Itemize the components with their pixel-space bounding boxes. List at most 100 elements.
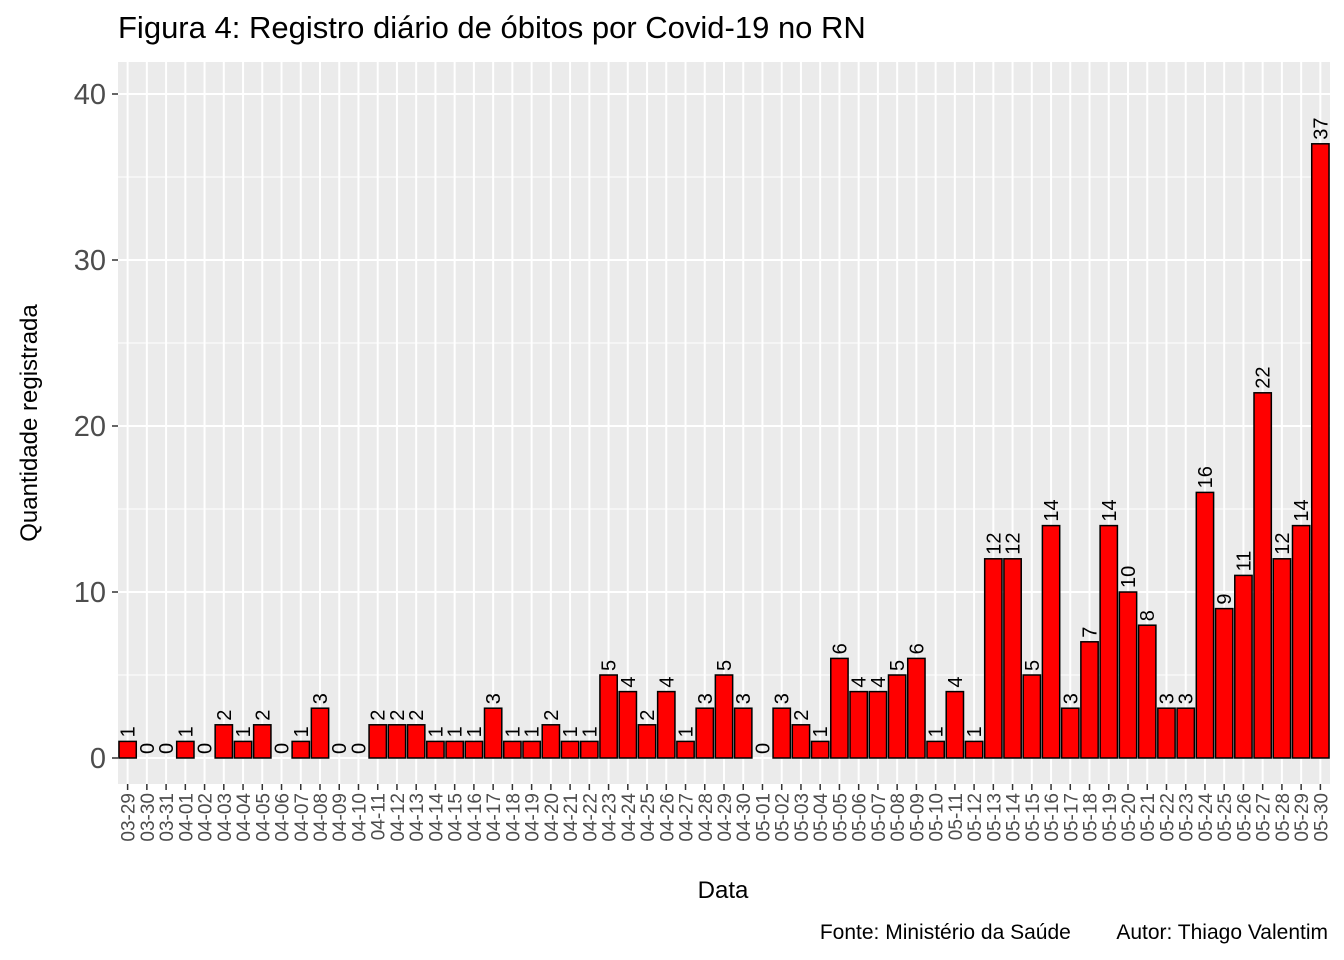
bar-value-label: 3 [483,693,505,704]
bar [118,740,138,759]
bar-value-label: 3 [1060,693,1082,704]
chart-title: Figura 4: Registro diário de óbitos por … [118,10,866,45]
bar [214,724,234,759]
bar-value-label: 0 [156,743,178,754]
x-tick-label: 04-17 [484,793,505,842]
bar [175,740,195,759]
bar-value-label: 5 [887,660,909,671]
x-tick-label: 04-01 [176,793,197,842]
bar [618,690,638,759]
bar-value-label: 14 [1099,499,1121,521]
x-tick-label: 05-20 [1119,793,1140,842]
bar [233,740,253,759]
x-tick-label: 04-15 [446,793,467,842]
bar [579,740,599,759]
bar [830,657,849,759]
bar-value-label: 0 [329,743,351,754]
bar [522,740,542,759]
bar-value-label: 5 [1022,660,1044,671]
bar [1022,674,1042,759]
x-tick-label: 05-10 [927,793,948,842]
bar-value-label: 0 [195,743,217,754]
bar [310,707,330,759]
x-tick-label: 04-07 [292,793,313,842]
bars [118,143,1330,759]
bar-value-label: 1 [233,726,255,737]
bar-value-label: 3 [310,693,332,704]
x-tick-label: 04-08 [311,793,332,842]
x-tick-label: 05-05 [830,793,851,842]
x-tick-label: 05-26 [1234,793,1255,842]
x-tick-label: 04-28 [696,793,717,842]
x-tick-label: 04-18 [503,793,524,842]
bar [252,724,272,759]
bar-value-label: 4 [849,676,871,687]
bar [733,707,753,759]
x-tick-label: 05-01 [753,793,774,842]
x-tick-label: 03-30 [138,793,159,842]
bar [1041,524,1061,759]
bar [599,674,618,759]
bar [1234,574,1253,759]
bar-value-label: 9 [1214,593,1236,604]
bar [695,707,715,759]
bar-value-label: 1 [175,726,197,737]
x-tick-label: 04-29 [715,793,736,842]
bar-value-label: 1 [810,726,832,737]
bar [887,674,907,759]
bar [1253,392,1273,759]
bar-value-label: 1 [118,726,140,737]
bar [791,724,811,759]
bar-value-label: 1 [445,726,467,737]
bar [483,707,503,759]
x-tick-label: 04-09 [330,793,351,842]
x-tick-label: 05-29 [1292,793,1313,842]
y-axis: 0 10 20 30 40 [74,79,118,775]
bar-value-label: 1 [964,726,986,737]
x-tick-label: 05-06 [850,793,871,842]
bar [906,657,926,759]
x-tick-label: 04-11 [369,793,390,840]
x-tick-label: 05-22 [1157,793,1178,842]
bar [637,724,657,759]
x-tick-label: 05-02 [773,793,794,842]
bar [1310,143,1330,759]
y-tick-label: 20 [74,411,106,443]
bar [1214,607,1234,759]
bar-value-label: 4 [945,676,967,687]
bar [926,740,946,759]
x-tick-label: 05-15 [1023,793,1044,842]
x-tick-label: 05-07 [869,793,890,842]
bar-labels: 1001021201300222111311211542413530321644… [118,118,1333,754]
x-tick-label: 04-26 [657,793,678,842]
x-tick-label: 05-25 [1215,793,1236,842]
x-tick-label: 04-03 [215,793,236,842]
bar [502,740,522,759]
bar-value-label: 2 [214,710,236,721]
x-tick-label: 04-22 [580,793,601,842]
x-tick-label: 05-11 [946,793,967,840]
x-axis: 03-2903-3003-3104-0104-0204-0304-0404-05… [119,784,1332,842]
bar [656,690,676,759]
x-tick-label: 04-05 [253,793,274,842]
bar [1195,491,1215,759]
bar-value-label: 2 [368,710,390,721]
bar [1272,558,1292,759]
bar [368,724,388,759]
x-tick-label: 05-04 [811,793,832,842]
y-tick-label: 0 [90,743,106,775]
bar-value-label: 1 [464,726,486,737]
bar [964,740,984,759]
bar-value-label: 1 [502,726,524,737]
x-tick-label: 05-24 [1196,793,1217,842]
x-tick-label: 05-16 [1042,793,1063,842]
x-tick-label: 05-12 [965,793,986,842]
bar-value-label: 1 [579,726,601,737]
x-tick-label: 05-30 [1311,793,1332,842]
bar-value-label: 2 [387,710,409,721]
x-tick-label: 04-06 [273,793,294,842]
bar-value-label: 11 [1233,551,1255,572]
x-tick-label: 05-03 [792,793,813,842]
bar-value-label: 1 [560,726,582,737]
